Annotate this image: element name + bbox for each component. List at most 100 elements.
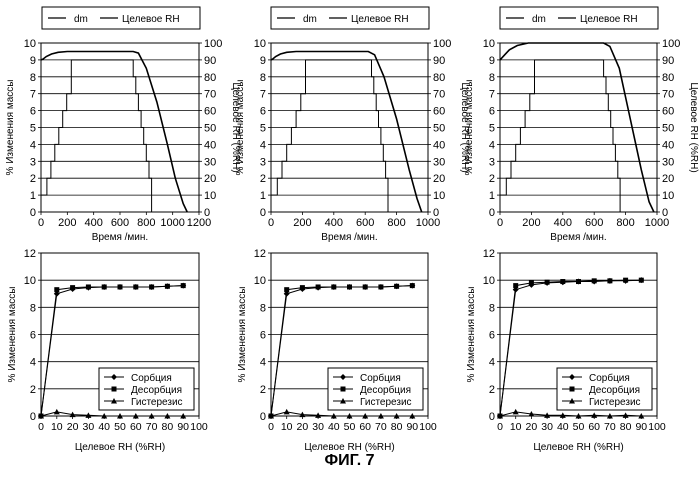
data-point-square	[54, 287, 59, 292]
y-tick-label: 6	[260, 330, 266, 342]
x-tick-label: 400	[84, 217, 102, 229]
y-tick-label: 6	[30, 106, 36, 118]
y2-tick-label: 30	[433, 156, 445, 168]
x-tick-label: 60	[588, 421, 600, 433]
data-point-square	[341, 387, 346, 392]
y-tick-label: 9	[489, 55, 495, 67]
y-tick-label: 12	[254, 248, 266, 260]
data-point-square	[639, 278, 644, 283]
chart-panel-bottom-right: 0246810120102030405060708090100Целевое R…	[466, 248, 666, 453]
y2-tick-label: 10	[204, 190, 216, 202]
y2-tick-label: 60	[204, 106, 216, 118]
x-tick-label: 100	[648, 421, 666, 433]
data-point-square	[181, 283, 186, 288]
y-tick-label: 10	[483, 275, 495, 287]
y2-tick-label: 70	[433, 89, 445, 101]
data-point-square	[102, 284, 107, 289]
y-tick-label: 10	[254, 275, 266, 287]
data-point-square	[592, 278, 597, 283]
y2-tick-label: 60	[433, 106, 445, 118]
y-tick-label: 4	[30, 357, 36, 369]
figure-caption: ФИГ. 7	[0, 452, 699, 470]
chart-panel-top-middle: 0123456789100102030405060708090100Целево…	[235, 7, 470, 243]
y-tick-label: 4	[260, 139, 266, 151]
x-axis-label: Время /мин.	[321, 232, 377, 243]
y-tick-label: 0	[30, 411, 36, 423]
y-tick-label: 7	[489, 89, 495, 101]
chart-panel-bottom-middle: 0246810120102030405060708090100Целевое R…	[237, 248, 437, 453]
x-tick-label: 0	[497, 421, 503, 433]
legend-label: Гистерезис	[360, 397, 412, 408]
data-point-square	[607, 278, 612, 283]
y-tick-label: 4	[30, 139, 36, 151]
y-tick-label: 8	[30, 72, 36, 84]
data-point-square	[112, 387, 117, 392]
y2-tick-label: 40	[433, 139, 445, 151]
y2-tick-label: 10	[662, 190, 674, 202]
y-axis-label: % Изменения массы	[235, 80, 246, 176]
y2-tick-label: 80	[662, 72, 674, 84]
x-tick-label: 50	[114, 421, 126, 433]
y-tick-label: 0	[489, 207, 495, 219]
data-point-square	[378, 284, 383, 289]
x-tick-label: 600	[111, 217, 129, 229]
y2-tick-label: 40	[204, 139, 216, 151]
x-tick-label: 0	[38, 421, 44, 433]
data-point-square	[410, 283, 415, 288]
data-point-square	[133, 284, 138, 289]
y-tick-label: 0	[30, 207, 36, 219]
legend-label: Десорбция	[589, 384, 640, 396]
x-tick-label: 400	[554, 217, 572, 229]
y-tick-label: 2	[30, 173, 36, 185]
x-tick-label: 800	[137, 217, 155, 229]
data-point-square	[316, 284, 321, 289]
x-tick-label: 50	[344, 421, 356, 433]
x-tick-label: 20	[297, 421, 309, 433]
x-axis-label: Время /мин.	[550, 232, 606, 243]
y2-tick-label: 80	[204, 72, 216, 84]
x-tick-label: 600	[585, 217, 603, 229]
legend-label: Десорбция	[360, 384, 411, 396]
series-line-2	[500, 412, 641, 416]
data-point-square	[570, 387, 575, 392]
y2-tick-label: 40	[662, 139, 674, 151]
data-point-square	[529, 280, 534, 285]
x-tick-label: 1200	[187, 217, 211, 229]
y-tick-label: 8	[260, 72, 266, 84]
y-tick-label: 9	[260, 55, 266, 67]
chart-panel-top-right: 0123456789100102030405060708090100Целево…	[464, 7, 699, 243]
y2-tick-label: 50	[433, 123, 445, 135]
y-tick-label: 3	[489, 156, 495, 168]
legend-label: Гистерезис	[131, 397, 183, 408]
y-tick-label: 7	[260, 89, 266, 101]
x-tick-label: 100	[419, 421, 437, 433]
y2-tick-label: 90	[433, 55, 445, 67]
y-tick-label: 7	[30, 89, 36, 101]
y2-tick-label: 20	[433, 173, 445, 185]
x-tick-label: 80	[162, 421, 174, 433]
data-point-square	[363, 284, 368, 289]
data-point-square	[545, 280, 550, 285]
y-tick-label: 6	[489, 106, 495, 118]
x-tick-label: 50	[573, 421, 585, 433]
x-tick-label: 90	[635, 421, 647, 433]
y2-tick-label: 30	[204, 156, 216, 168]
x-tick-label: 40	[557, 421, 569, 433]
y-tick-label: 2	[260, 173, 266, 185]
y-tick-label: 0	[489, 411, 495, 423]
y-axis-label: % Изменения массы	[466, 287, 477, 383]
y-tick-label: 6	[260, 106, 266, 118]
series-line-1	[500, 60, 654, 212]
x-tick-label: 80	[620, 421, 632, 433]
y-tick-label: 5	[260, 123, 266, 135]
x-tick-label: 60	[359, 421, 371, 433]
x-tick-label: 70	[375, 421, 387, 433]
legend-label: Сорбция	[589, 372, 630, 384]
y-tick-label: 10	[483, 38, 495, 50]
y-tick-label: 3	[260, 156, 266, 168]
y-tick-label: 4	[489, 139, 495, 151]
data-point-square	[513, 283, 518, 288]
x-tick-label: 800	[616, 217, 634, 229]
y-axis-label: % Изменения массы	[5, 80, 16, 176]
